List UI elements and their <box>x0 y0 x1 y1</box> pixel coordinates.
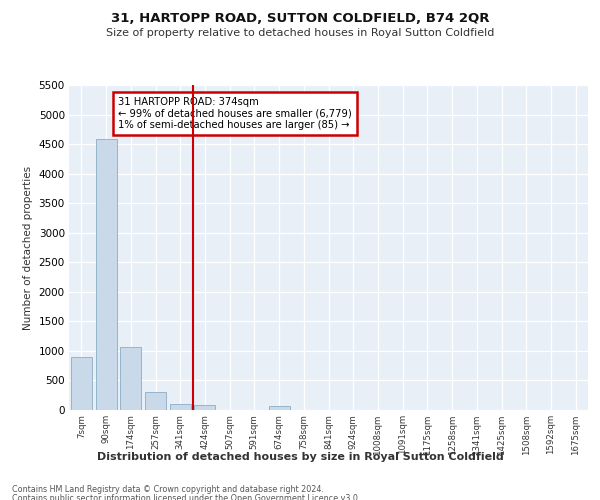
Text: Contains HM Land Registry data © Crown copyright and database right 2024.: Contains HM Land Registry data © Crown c… <box>12 485 324 494</box>
Text: 31, HARTOPP ROAD, SUTTON COLDFIELD, B74 2QR: 31, HARTOPP ROAD, SUTTON COLDFIELD, B74 … <box>111 12 489 26</box>
Text: 31 HARTOPP ROAD: 374sqm
← 99% of detached houses are smaller (6,779)
1% of semi-: 31 HARTOPP ROAD: 374sqm ← 99% of detache… <box>118 97 352 130</box>
Bar <box>145 392 166 410</box>
Bar <box>120 347 141 410</box>
Bar <box>95 140 116 410</box>
Y-axis label: Number of detached properties: Number of detached properties <box>23 166 33 330</box>
Bar <box>71 357 92 410</box>
Bar <box>170 404 191 410</box>
Text: Distribution of detached houses by size in Royal Sutton Coldfield: Distribution of detached houses by size … <box>97 452 503 462</box>
Bar <box>194 404 215 410</box>
Text: Size of property relative to detached houses in Royal Sutton Coldfield: Size of property relative to detached ho… <box>106 28 494 38</box>
Bar <box>269 406 290 410</box>
Text: Contains public sector information licensed under the Open Government Licence v3: Contains public sector information licen… <box>12 494 361 500</box>
